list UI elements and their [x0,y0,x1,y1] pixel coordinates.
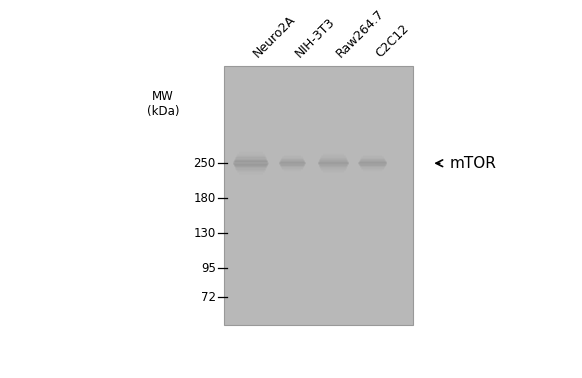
Text: 72: 72 [201,291,216,304]
Text: 250: 250 [193,157,216,170]
Text: Neuro2A: Neuro2A [251,12,298,60]
Text: 180: 180 [193,192,216,204]
Text: MW
(kDa): MW (kDa) [147,90,179,118]
Text: C2C12: C2C12 [372,22,411,60]
Bar [224,66,413,325]
Text: mTOR: mTOR [449,156,496,171]
Text: NIH-3T3: NIH-3T3 [292,15,337,60]
Text: 130: 130 [193,226,216,240]
Text: Raw264.7: Raw264.7 [333,7,386,60]
Text: 95: 95 [201,262,216,274]
